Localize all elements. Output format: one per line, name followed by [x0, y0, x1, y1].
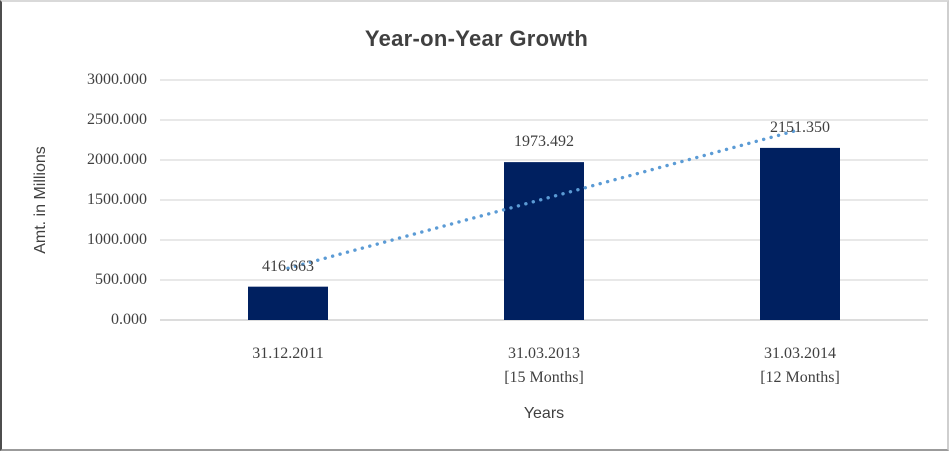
y-tick-label: 2000.000: [87, 151, 147, 168]
data-label: 2151.350: [770, 118, 830, 136]
chart-title: Year-on-Year Growth: [364, 26, 589, 51]
y-tick-label: 2500.000: [87, 111, 147, 128]
category-label: 31.03.2014 [12 Months]: [760, 345, 840, 386]
bar-series-1: [248, 286, 328, 320]
x-axis-title: Years: [523, 405, 565, 422]
data-label: 1973.492: [514, 133, 574, 151]
y-tick-label: 1500.000: [87, 191, 147, 208]
y-tick-label: 500.000: [95, 271, 147, 288]
y-tick-label: 0.000: [111, 311, 147, 328]
category-label: 31.12.2011: [252, 345, 324, 362]
category-label: 31.03.2013 [15 Months]: [504, 345, 584, 386]
bar-series-3: [760, 147, 840, 320]
data-label: 416.663: [262, 257, 314, 275]
y-tick-label: 3000.000: [87, 71, 147, 88]
bar-series-2: [504, 162, 584, 320]
y-tick-label: 1000.000: [87, 231, 147, 248]
